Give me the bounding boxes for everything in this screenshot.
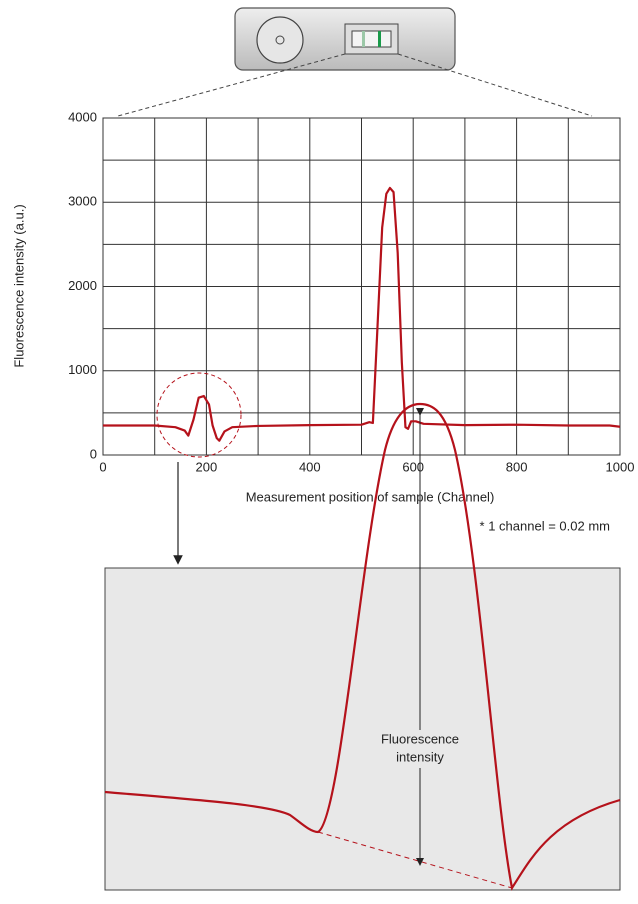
y-tick-label: 3000: [68, 194, 97, 209]
x-tick-label: 800: [506, 459, 528, 474]
zoom-label: intensity: [396, 749, 444, 764]
y-axis-label: Fluorescence intensity (a.u.): [11, 204, 26, 367]
device: [117, 7, 593, 117]
x-tick-label: 600: [402, 459, 424, 474]
grid: 0 1000 2000 3000 4000 0 200 400 600 800 1000: [68, 109, 634, 474]
zoom-panel: Fluorescence intensity: [104, 402, 621, 891]
x-tick-label: 200: [196, 459, 218, 474]
note: * 1 channel = 0.02 mm: [480, 518, 610, 533]
x-tick-label: 1000: [606, 459, 635, 474]
zoom-label: Fluorescence: [381, 731, 459, 746]
x-tick-label: 0: [99, 459, 106, 474]
x-tick-label: 400: [299, 459, 321, 474]
y-tick-label: 1000: [68, 362, 97, 377]
y-tick-label: 4000: [68, 109, 97, 124]
x-axis-label: Measurement position of sample (Channel): [246, 489, 495, 504]
y-tick-label: 2000: [68, 278, 97, 293]
highlight-circle: [156, 372, 242, 458]
y-tick-label: 0: [90, 446, 97, 461]
